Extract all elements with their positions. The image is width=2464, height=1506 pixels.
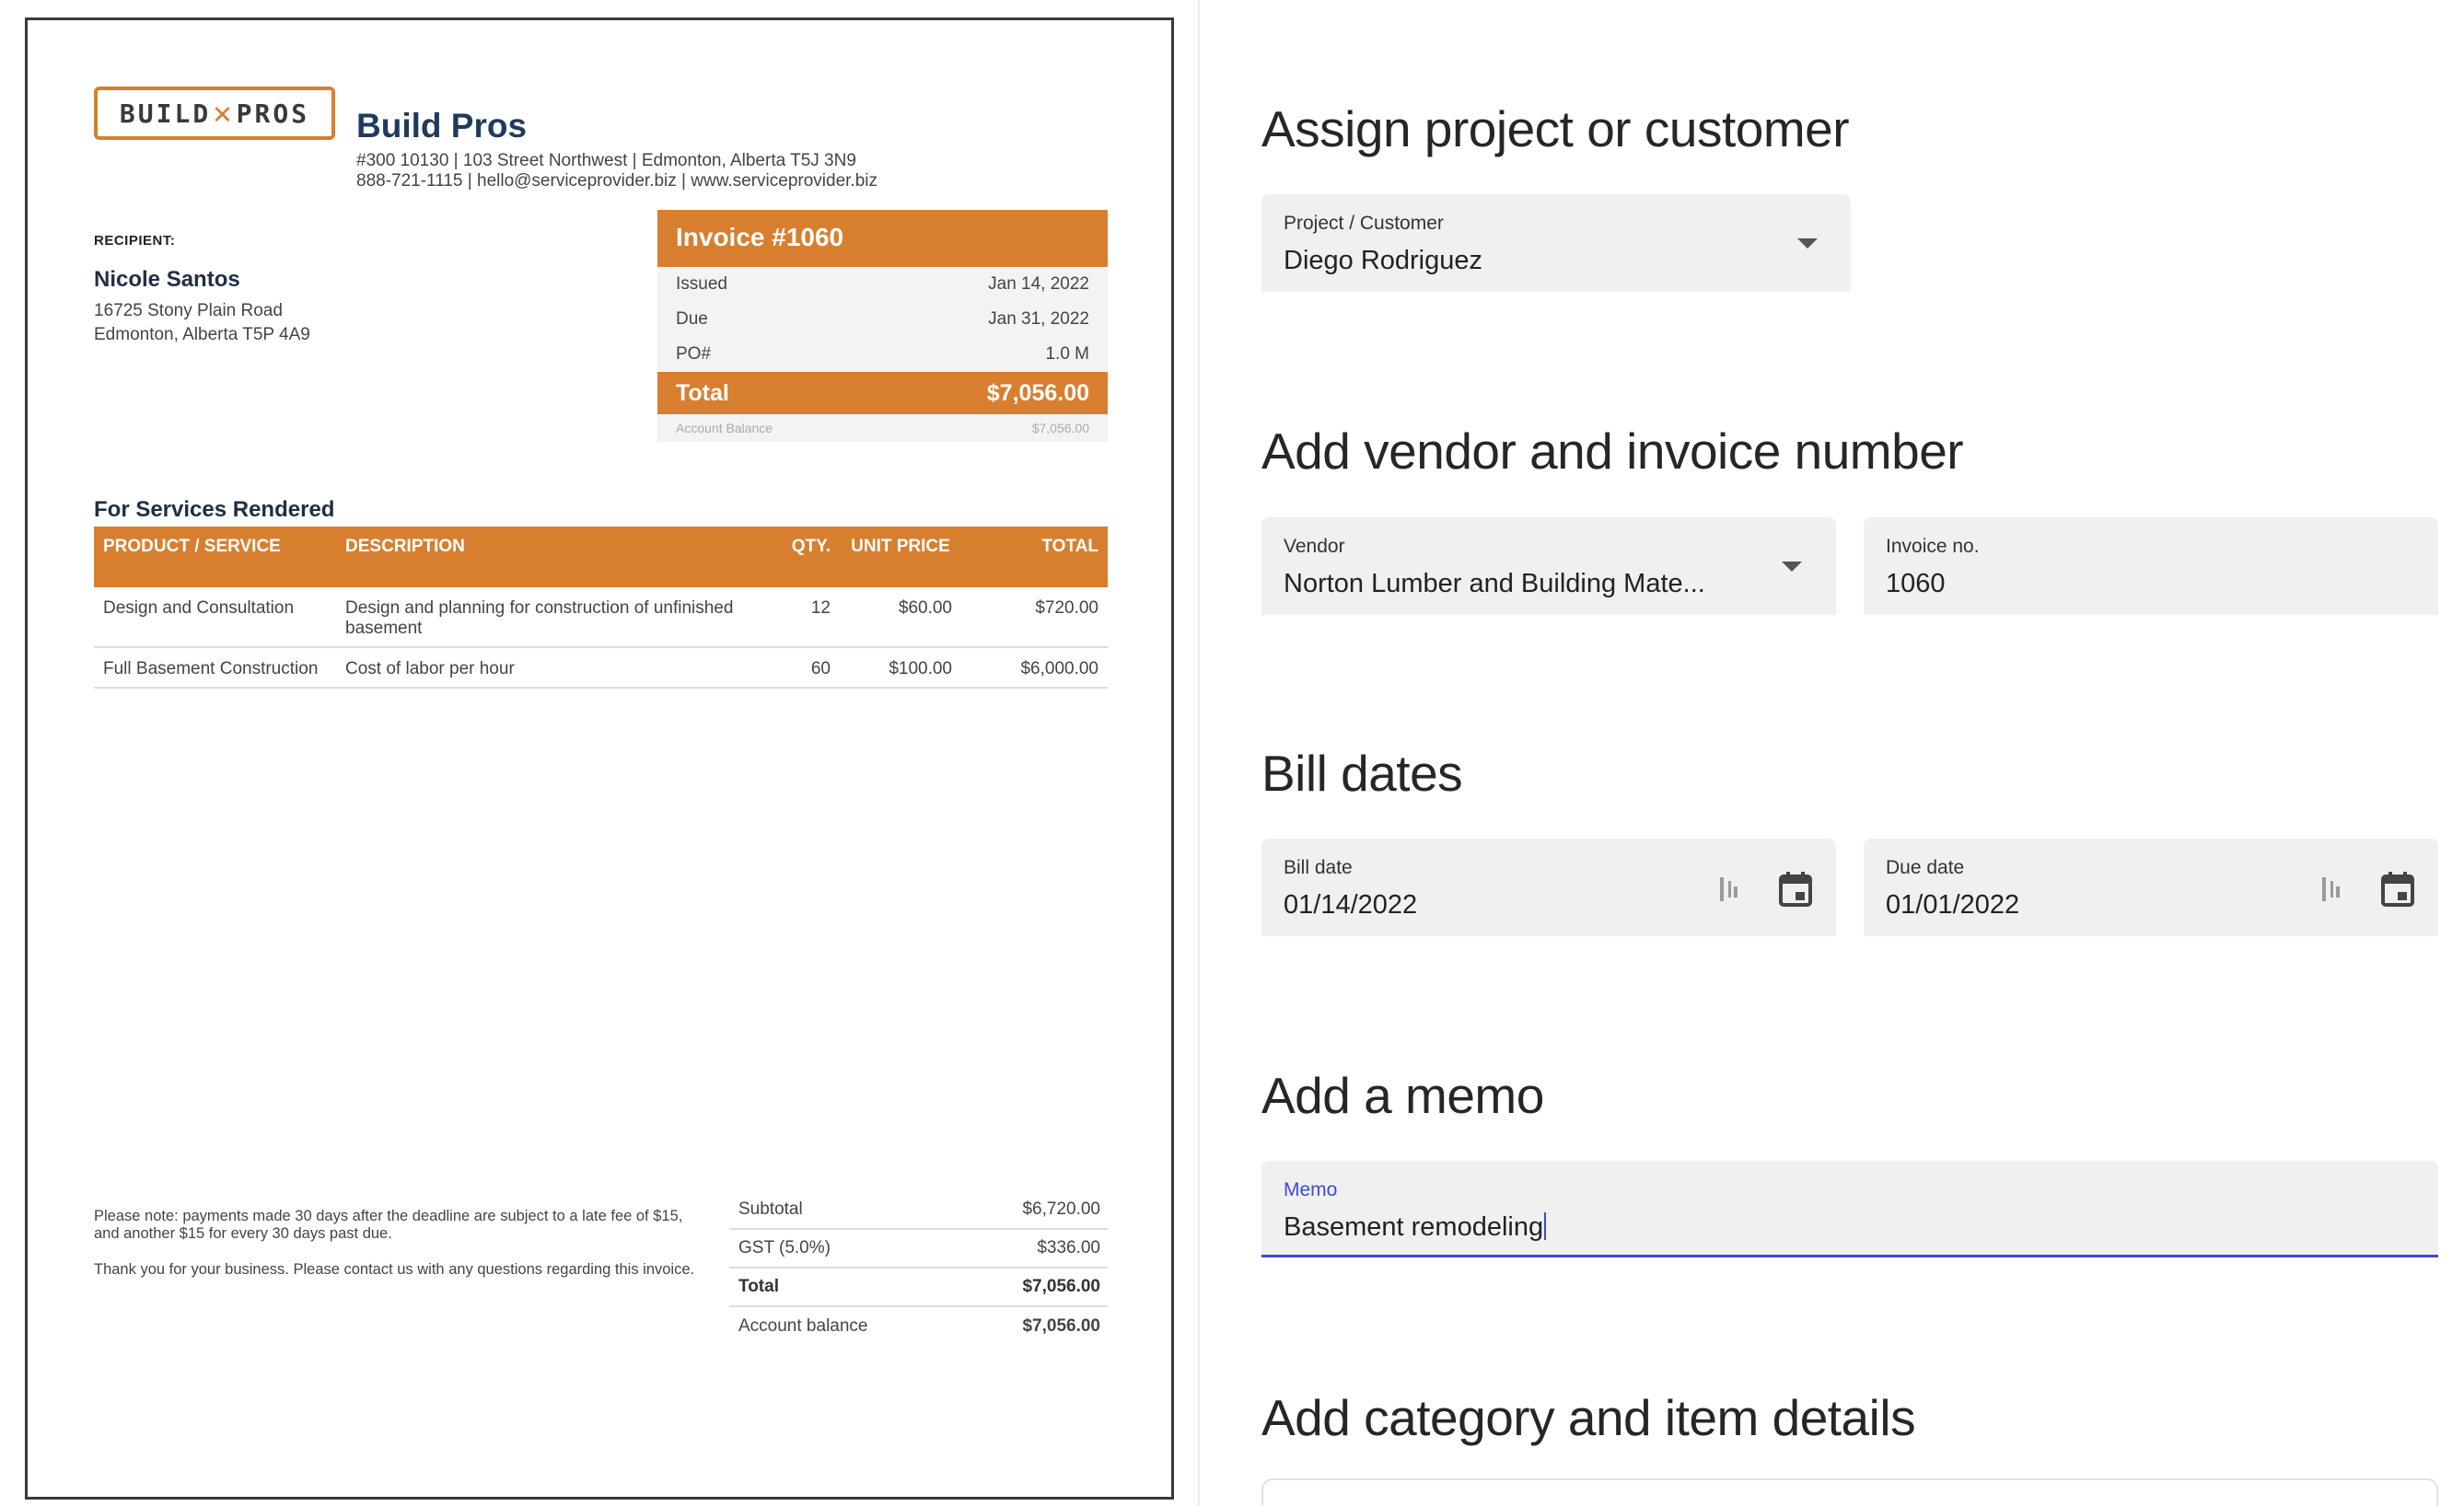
invoice-preview-pane: BUILD ✕ PROS Build Pros #300 10130 | 103 S… xyxy=(0,0,1200,1506)
memo-value: Basement remodeling xyxy=(1284,1212,1547,1243)
invoice-number-value: 1060 xyxy=(1886,569,1946,598)
recipient-name: Nicole Santos xyxy=(94,267,240,292)
company-address: #300 10130 | 103 Street Northwest | Edmo… xyxy=(356,151,856,170)
due-date-label: Due date xyxy=(1886,857,1965,878)
header-total: TOTAL xyxy=(961,527,1108,587)
row-total: $6,000.00 xyxy=(961,646,1108,689)
vendor-value: Norton Lumber and Building Mate... xyxy=(1284,569,1705,598)
vendor-select[interactable]: Vendor Norton Lumber and Building Mate..… xyxy=(1261,517,1836,615)
invoice-summary-box: Invoice #1060 Issued Jan 14, 2022 Due Jan … xyxy=(657,210,1108,442)
row-unit-price: $60.00 xyxy=(840,587,961,648)
row-total: $720.00 xyxy=(961,587,1108,648)
recipient-street: 16725 Stony Plain Road xyxy=(94,301,283,320)
row-product: Design and Consultation xyxy=(94,587,336,648)
row-product: Full Basement Construction xyxy=(94,646,336,689)
memo-input[interactable]: Memo Basement remodeling xyxy=(1261,1161,2438,1257)
memo-label: Memo xyxy=(1284,1179,1338,1200)
due-date-field[interactable]: Due date 01/01/2022 xyxy=(1864,839,2438,936)
bill-date-label: Bill date xyxy=(1284,857,1353,878)
bill-date-field[interactable]: Bill date 01/14/2022 xyxy=(1261,839,1836,936)
hammer-cross-icon: ✕ xyxy=(213,95,235,132)
summary-row-issued: Issued Jan 14, 2022 xyxy=(657,267,1108,302)
totals-row-subtotal: Subtotal $6,720.00 xyxy=(729,1191,1108,1230)
services-title: For Services Rendered xyxy=(94,497,335,522)
summary-row-po: PO# 1.0 M xyxy=(657,337,1108,372)
row-qty: 12 xyxy=(766,587,840,648)
table-row: Full Basement Construction Cost of labor… xyxy=(94,646,1108,689)
chevron-down-icon[interactable] xyxy=(1797,238,1818,249)
header-product: PRODUCT / SERVICE xyxy=(94,527,336,587)
summary-row-due: Due Jan 31, 2022 xyxy=(657,302,1108,337)
invoice-number-title: Invoice #1060 xyxy=(657,210,1108,267)
header-description: DESCRIPTION xyxy=(336,527,766,587)
calendar-icon[interactable] xyxy=(2379,870,2416,909)
category-details-card[interactable] xyxy=(1261,1478,2438,1506)
recipient-label: RECIPIENT: xyxy=(94,233,176,249)
text-cursor-icon xyxy=(1720,877,1738,901)
bill-date-value: 01/14/2022 xyxy=(1284,890,1418,920)
project-customer-value: Diego Rodriguez xyxy=(1284,246,1483,275)
row-description: Design and planning for construction of … xyxy=(336,587,766,648)
project-customer-label: Project / Customer xyxy=(1284,213,1444,234)
thank-you-note: Thank you for your business. Please cont… xyxy=(94,1261,695,1278)
header-qty: QTY. xyxy=(766,527,840,587)
header-unit-price: UNIT PRICE xyxy=(840,527,961,587)
vendor-section-title: Add vendor and invoice number xyxy=(1261,423,1964,480)
invoice-document: BUILD ✕ PROS Build Pros #300 10130 | 103 S… xyxy=(25,17,1174,1500)
company-logo: BUILD ✕ PROS xyxy=(94,87,335,140)
services-header-row: PRODUCT / SERVICE DESCRIPTION QTY. UNIT … xyxy=(94,527,1108,587)
totals-row-account-balance: Account balance $7,056.00 xyxy=(738,1316,1100,1336)
dates-section-title: Bill dates xyxy=(1261,745,1463,802)
memo-section-title: Add a memo xyxy=(1261,1067,1544,1124)
row-unit-price: $100.00 xyxy=(840,646,961,689)
text-caret xyxy=(1544,1212,1547,1240)
invoice-number-field[interactable]: Invoice no. 1060 xyxy=(1864,517,2438,615)
text-cursor-icon xyxy=(2322,877,2340,901)
category-section-title: Add category and item details xyxy=(1261,1389,1916,1446)
project-customer-select[interactable]: Project / Customer Diego Rodriguez xyxy=(1261,194,1851,292)
company-name: Build Pros xyxy=(356,107,528,145)
calendar-icon[interactable] xyxy=(1777,870,1814,909)
table-row: Design and Consultation Design and plann… xyxy=(94,587,1108,648)
summary-total: Total $7,056.00 xyxy=(657,372,1108,414)
services-table: PRODUCT / SERVICE DESCRIPTION QTY. UNIT … xyxy=(94,527,1108,689)
due-date-value: 01/01/2022 xyxy=(1886,890,2020,920)
bill-form-pane: Assign project or customer Project / Cus… xyxy=(1202,0,2464,1506)
late-fee-note: Please note: payments made 30 days after… xyxy=(94,1208,683,1242)
vendor-label: Vendor xyxy=(1284,536,1345,557)
project-section-title: Assign project or customer xyxy=(1261,100,1850,157)
row-description: Cost of labor per hour xyxy=(336,646,766,689)
totals-row-gst: GST (5.0%) $336.00 xyxy=(729,1230,1108,1269)
invoice-number-label: Invoice no. xyxy=(1886,536,1980,557)
summary-account-balance: Account Balance $7,056.00 xyxy=(657,414,1108,442)
totals-table: Subtotal $6,720.00 GST (5.0%) $336.00 Tota… xyxy=(729,1191,1108,1346)
recipient-city: Edmonton, Alberta T5P 4A9 xyxy=(94,325,310,344)
chevron-down-icon[interactable] xyxy=(1782,562,1802,572)
row-qty: 60 xyxy=(766,646,840,689)
company-contact: 888-721-1115 | hello@serviceprovider.biz… xyxy=(356,171,878,191)
totals-row-total: Total $7,056.00 xyxy=(729,1269,1108,1307)
